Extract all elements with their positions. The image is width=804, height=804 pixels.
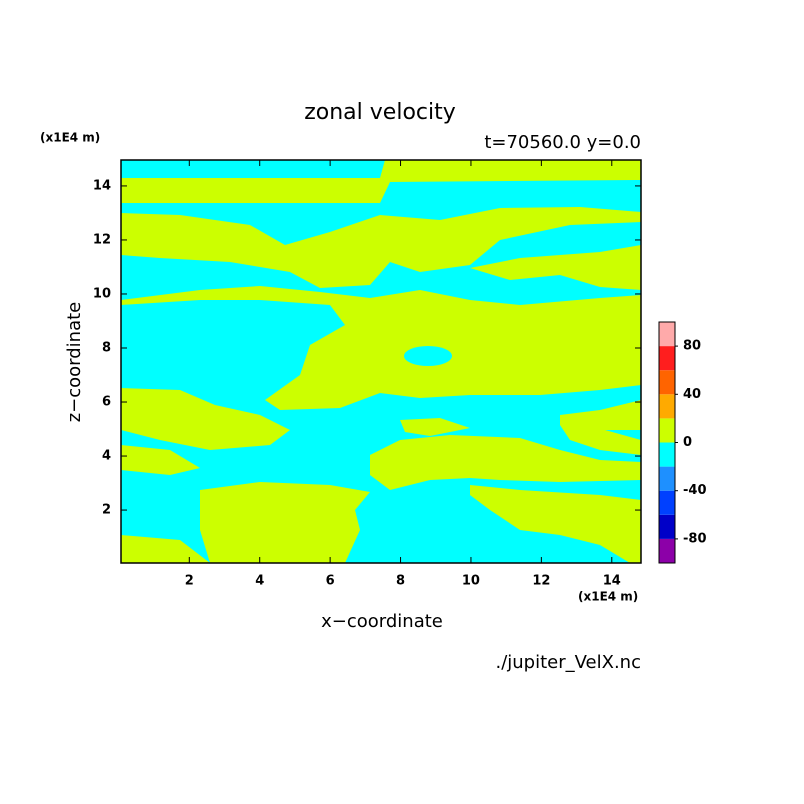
x-tick-label: 12 [532, 574, 550, 589]
colorbar-label: 40 [683, 387, 701, 402]
y-units: (x1E4 m) [40, 131, 100, 145]
colorbar-box [659, 514, 675, 539]
contour-region [121, 388, 290, 450]
x-tick-label: 4 [255, 574, 264, 589]
x-tick-label: 14 [603, 574, 621, 589]
colorbar-box [659, 442, 675, 467]
colorbar-box [659, 322, 675, 347]
y-tick-label: 10 [93, 286, 111, 301]
source-label: ./jupiter_VelX.nc [495, 652, 641, 673]
contour-region [121, 535, 210, 563]
x-tick-label: 6 [326, 574, 335, 589]
colorbar-label: -40 [683, 483, 707, 498]
colorbar-box [659, 490, 675, 515]
contour-region [121, 286, 641, 410]
colorbar-label: 0 [683, 435, 692, 450]
colorbar-box [659, 346, 675, 371]
y-tick-label: 12 [93, 232, 111, 247]
colorbar-box [659, 370, 675, 395]
x-axis-label: x−coordinate [321, 611, 443, 632]
y-tick-label: 8 [102, 340, 111, 355]
contour-region [121, 160, 641, 203]
x-tick-label: 10 [462, 574, 480, 589]
colorbar-label: 80 [683, 339, 701, 354]
contour-region [121, 207, 641, 288]
y-tick-label: 14 [93, 178, 111, 193]
x-units: (x1E4 m) [578, 590, 638, 604]
plot-frame [120, 159, 642, 564]
colorbar-box [659, 394, 675, 419]
contour-region [560, 400, 641, 455]
x-tick-label: 2 [185, 574, 194, 589]
contour-region [121, 445, 200, 475]
colorbar-box [659, 538, 675, 563]
x-tick-label: 8 [396, 574, 405, 589]
contour-region [470, 245, 641, 290]
y-tick-label: 6 [102, 395, 111, 410]
colorbar-box [659, 418, 675, 443]
y-tick-label: 2 [102, 503, 111, 518]
colorbar-box [659, 466, 675, 491]
contour-region [404, 346, 452, 366]
chart-title: zonal velocity [304, 100, 456, 125]
y-tick-label: 4 [102, 449, 111, 464]
contour-region [370, 435, 641, 490]
contour-region [200, 482, 370, 563]
chart-subtitle: t=70560.0 y=0.0 [484, 132, 641, 153]
contour-region [400, 418, 470, 436]
y-axis-label: z−coordinate [64, 302, 85, 423]
contour-region [470, 485, 641, 563]
colorbar-label: -80 [683, 531, 707, 546]
